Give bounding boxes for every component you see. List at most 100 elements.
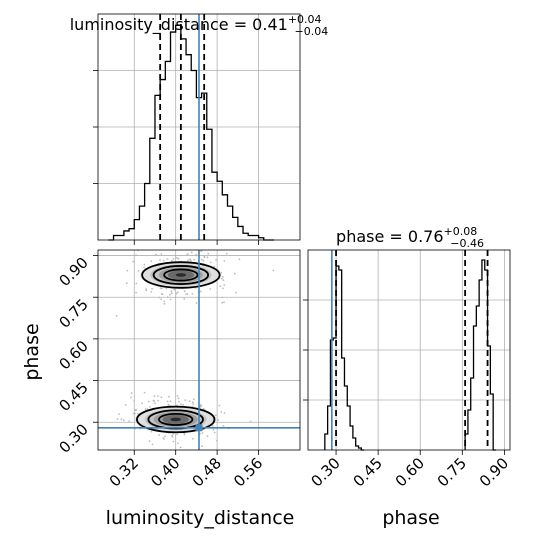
sample-point — [222, 287, 224, 290]
sample-point — [189, 258, 191, 261]
sample-point — [235, 291, 237, 294]
sample-point — [130, 396, 132, 399]
contour-line — [152, 265, 210, 285]
sample-point — [209, 288, 212, 290]
sample-point — [188, 400, 191, 402]
tick-label: 0.32 — [106, 454, 142, 490]
sample-point — [220, 411, 223, 413]
sample-point — [157, 395, 159, 397]
sample-point — [220, 277, 223, 280]
sample-point — [176, 442, 179, 445]
sample-point — [155, 253, 158, 256]
sample-point — [249, 420, 252, 423]
sample-point — [177, 397, 180, 400]
sample-point — [171, 292, 173, 295]
sample-point — [171, 259, 173, 262]
sample-point — [150, 260, 153, 263]
sample-point — [170, 290, 173, 293]
sample-point — [141, 402, 144, 405]
contour-line — [136, 405, 216, 434]
sample-point — [150, 290, 153, 293]
sample-point — [163, 300, 166, 303]
sample-point — [159, 287, 162, 289]
truth-marker — [195, 424, 203, 432]
x-axis-label-phase: phase — [382, 507, 439, 529]
sample-point — [238, 258, 241, 261]
sample-point — [223, 260, 226, 262]
sample-point — [206, 256, 209, 259]
sample-point — [180, 403, 182, 406]
sample-point — [175, 293, 177, 295]
sample-point — [199, 290, 202, 293]
sample-point — [187, 259, 190, 261]
sample-point — [177, 257, 180, 260]
density-level — [175, 273, 187, 277]
sample-point — [215, 439, 218, 442]
tick-label: 0.60 — [392, 454, 428, 490]
sample-point — [135, 282, 138, 285]
sample-point — [158, 434, 161, 436]
sample-point — [272, 269, 275, 272]
sample-point — [172, 258, 175, 260]
sample-point — [136, 412, 139, 415]
sample-point — [201, 432, 204, 434]
sample-point — [167, 403, 170, 406]
axes-frame — [97, 249, 301, 451]
sample-point — [222, 425, 225, 427]
sample-point — [132, 412, 135, 415]
sample-point — [150, 430, 153, 433]
sample-point — [183, 290, 186, 293]
sample-point — [212, 425, 214, 427]
sample-point — [190, 259, 192, 262]
sample-point — [169, 293, 171, 296]
sample-point — [151, 287, 154, 290]
tick-label: 0.40 — [147, 454, 183, 490]
density-level — [170, 417, 181, 422]
sample-point — [206, 435, 209, 438]
sample-point — [176, 291, 179, 294]
sample-point — [172, 440, 175, 443]
sample-point — [122, 419, 125, 422]
histogram-panel-luminosity-distance: luminosity_distance = 0.41+0.04 −0.04 — [70, 13, 328, 245]
tick-label: 0.30 — [55, 420, 91, 456]
tick-label: 0.45 — [350, 454, 386, 490]
sample-point — [133, 400, 136, 402]
sample-point — [195, 253, 198, 256]
sample-point — [200, 250, 203, 253]
sample-point — [164, 435, 166, 438]
sample-point — [221, 301, 224, 304]
sample-point — [143, 266, 146, 269]
sample-point — [126, 269, 129, 272]
sample-point — [179, 446, 182, 449]
sample-point — [169, 400, 172, 402]
sample-point — [128, 420, 131, 423]
sample-point — [159, 259, 161, 262]
sample-point — [130, 392, 133, 394]
sample-point — [153, 395, 156, 398]
tick-label: 0.90 — [55, 254, 91, 290]
sample-point — [116, 418, 119, 420]
sample-point — [184, 399, 187, 401]
sample-point — [148, 406, 151, 408]
tick-label: 0.75 — [434, 454, 470, 490]
tick-label: 0.30 — [308, 454, 344, 490]
sample-point — [184, 293, 187, 295]
sample-point — [195, 302, 198, 304]
contour-line — [163, 268, 199, 282]
sample-point — [186, 253, 189, 256]
sample-point — [154, 402, 157, 405]
sample-point — [212, 428, 215, 431]
contour-line — [141, 261, 221, 289]
sample-point — [120, 418, 123, 421]
sample-point — [160, 298, 163, 300]
sample-point — [192, 437, 194, 440]
sample-point — [182, 403, 185, 406]
sample-point — [176, 433, 179, 436]
sample-point — [160, 396, 163, 399]
sample-point — [124, 404, 127, 406]
tick-label: 0.56 — [230, 454, 266, 490]
sample-point — [162, 259, 165, 262]
sample-point — [162, 437, 165, 439]
sample-point — [166, 296, 169, 298]
sample-point — [143, 391, 146, 394]
